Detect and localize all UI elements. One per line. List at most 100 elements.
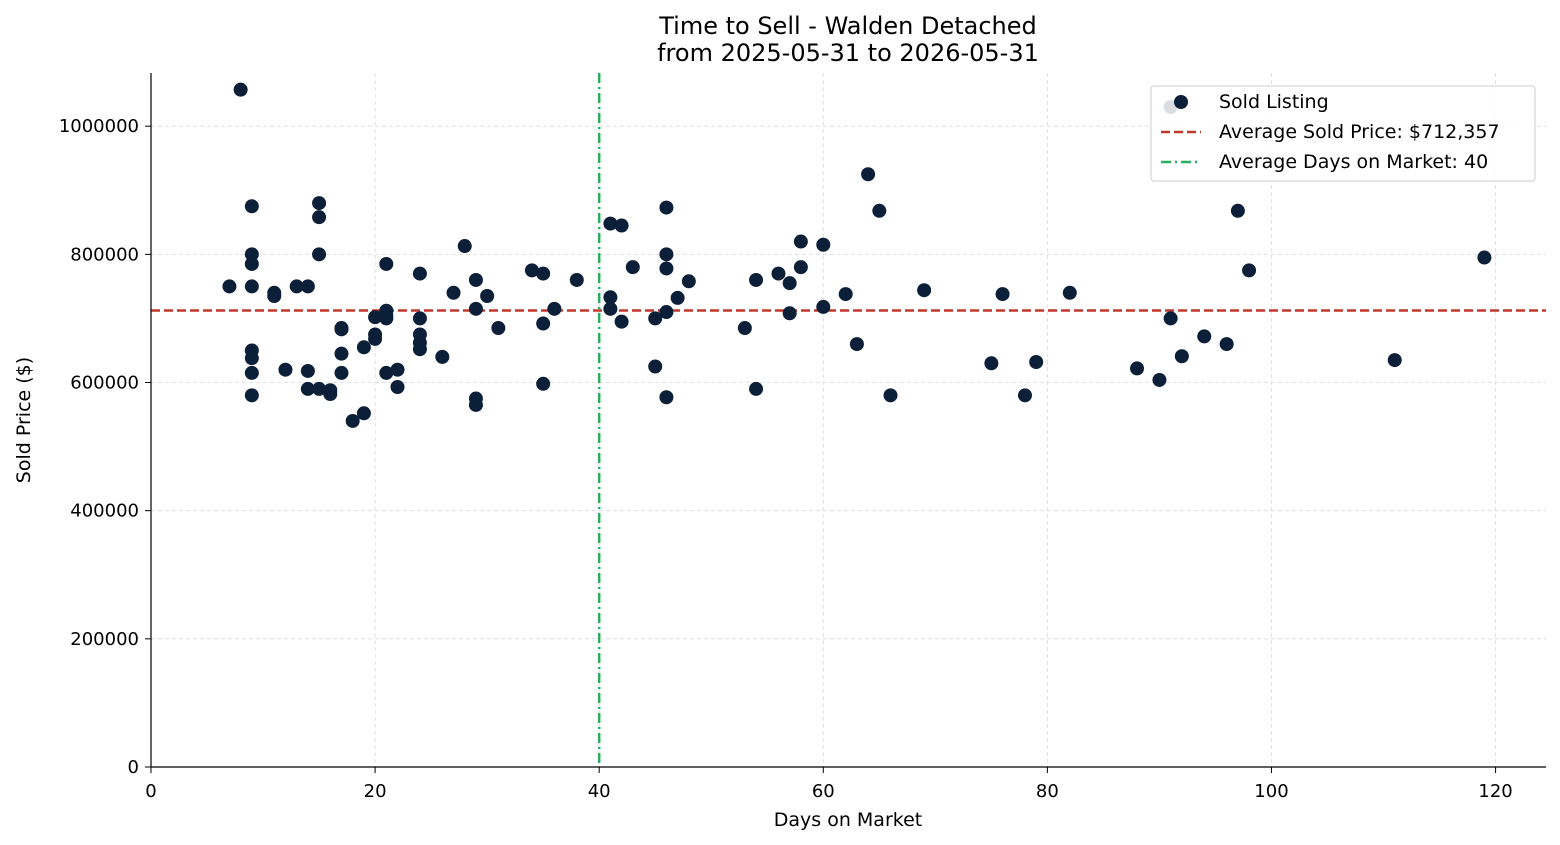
data-point <box>300 363 315 378</box>
legend-box <box>1150 85 1536 182</box>
data-point <box>569 272 584 287</box>
legend: Sold Listing Average Sold Price: $712,35… <box>1150 85 1536 182</box>
data-point <box>390 362 405 377</box>
data-point <box>244 351 259 366</box>
data-point <box>737 321 752 336</box>
data-point <box>244 256 259 271</box>
data-point <box>659 261 674 276</box>
data-point <box>480 289 495 304</box>
data-point <box>323 387 338 402</box>
data-point <box>771 266 786 281</box>
data-point <box>659 247 674 262</box>
data-point <box>334 322 349 337</box>
data-point <box>334 346 349 361</box>
data-point <box>816 237 831 252</box>
data-point <box>648 359 663 374</box>
y-tick-label: 200000 <box>70 629 139 650</box>
y-axis-label: Sold Price ($) <box>13 357 35 483</box>
data-point <box>917 283 932 298</box>
data-point <box>681 274 696 289</box>
y-tick-label: 800000 <box>70 244 139 265</box>
data-point <box>379 311 394 326</box>
data-point <box>1163 311 1178 326</box>
data-point <box>547 301 562 316</box>
data-point <box>446 285 461 300</box>
data-point <box>536 376 551 391</box>
data-point <box>312 247 327 262</box>
data-point <box>838 287 853 302</box>
data-point <box>412 311 427 326</box>
data-point <box>244 279 259 294</box>
data-point <box>468 301 483 316</box>
legend-label-avg-days: Average Days on Market: 40 <box>1219 151 1488 173</box>
data-point <box>244 247 259 262</box>
data-point <box>1219 337 1234 352</box>
x-tick-label: 80 <box>1036 781 1059 802</box>
data-point <box>435 349 450 364</box>
data-point <box>300 279 315 294</box>
y-tick-label: 400000 <box>70 501 139 522</box>
data-point <box>379 365 394 380</box>
data-point <box>659 305 674 320</box>
chart-subtitle: from 2025-05-31 to 2026-05-31 <box>657 39 1039 67</box>
x-tick-label: 40 <box>588 781 611 802</box>
data-point <box>1130 361 1145 376</box>
data-point <box>412 342 427 357</box>
data-point <box>614 218 629 233</box>
data-point <box>356 406 371 421</box>
data-point <box>368 310 383 325</box>
data-point <box>995 287 1010 302</box>
data-point <box>356 340 371 355</box>
data-point <box>648 311 663 326</box>
data-point <box>278 362 293 377</box>
data-point <box>670 290 685 305</box>
data-point <box>222 279 237 294</box>
data-point <box>659 200 674 215</box>
data-point <box>524 263 539 278</box>
data-point <box>883 388 898 403</box>
x-axis-label: Days on Market <box>774 809 922 831</box>
data-point <box>233 82 248 97</box>
data-point <box>1387 353 1402 368</box>
data-point <box>603 301 618 316</box>
data-point <box>345 413 360 428</box>
axes <box>145 73 1546 773</box>
data-point <box>849 337 864 352</box>
data-point <box>872 203 887 218</box>
data-point <box>457 239 472 254</box>
data-point <box>244 365 259 380</box>
data-point <box>312 210 327 225</box>
data-point <box>312 381 327 396</box>
data-point <box>244 388 259 403</box>
legend-marker-sold-listing <box>1174 95 1188 109</box>
data-point <box>289 279 304 294</box>
data-point <box>368 331 383 346</box>
data-point <box>334 365 349 380</box>
data-points <box>222 82 1492 428</box>
data-point <box>782 276 797 291</box>
tick-labels: 0 20 40 60 80 100 120 0 200000 400000 600000 800000… <box>59 116 1513 802</box>
chart-title: Time to Sell - Walden Detached <box>658 12 1037 40</box>
data-point <box>1174 349 1189 364</box>
x-tick-label: 60 <box>812 781 835 802</box>
legend-label-sold-listing: Sold Listing <box>1219 91 1329 113</box>
data-point <box>793 260 808 275</box>
data-point <box>1029 355 1044 370</box>
data-point <box>1230 203 1245 218</box>
data-point <box>793 234 808 249</box>
data-point <box>1062 285 1077 300</box>
data-point <box>267 289 282 304</box>
y-tick-label: 600000 <box>70 373 139 394</box>
y-tick-label: 0 <box>128 757 139 778</box>
data-point <box>379 256 394 271</box>
data-point <box>536 316 551 331</box>
data-point <box>468 272 483 287</box>
data-point <box>749 272 764 287</box>
data-point <box>603 290 618 305</box>
data-point <box>614 314 629 329</box>
data-point <box>300 381 315 396</box>
data-point <box>1197 329 1212 344</box>
data-point <box>816 299 831 314</box>
x-tick-label: 100 <box>1254 781 1288 802</box>
